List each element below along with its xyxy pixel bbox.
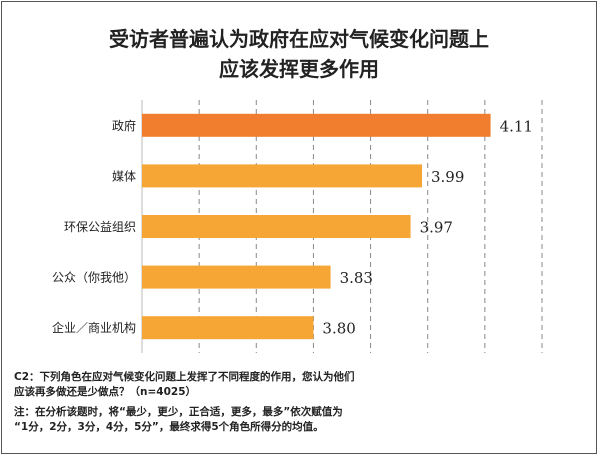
category-label-2: 媒体 <box>112 169 136 183</box>
method-footnote: 注：在分析该题时，将“最少，更少，正合适，更多，最多”依次赋值为 “1分，2分，… <box>14 405 343 435</box>
category-label-3: 环保公益组织 <box>64 220 136 234</box>
value-label-2: 3.99 <box>431 168 464 186</box>
category-label-1: 政府 <box>112 118 136 133</box>
question-footnote: C2：下列角色在应对气候变化问题上发挥了不同程度的作用，您认为他们 应该再多做还… <box>14 370 355 400</box>
bar-1 <box>142 113 491 137</box>
value-label-5: 3.80 <box>322 320 355 338</box>
bar-2 <box>142 164 422 188</box>
bar-5 <box>142 316 314 340</box>
method-line-1: 注：在分析该题时，将“最少，更少，正合适，更多，最多”依次赋值为 <box>14 406 343 418</box>
value-label-1: 4.11 <box>500 117 533 135</box>
bar-4 <box>142 265 331 289</box>
chart-title-line1: 受访者普遍认为政府在应对气候变化问题上 <box>109 27 489 51</box>
method-line-2: “1分，2分，3分，4分，5分”，最终求得5个角色所得分的均值。 <box>14 421 324 433</box>
value-label-4: 3.83 <box>340 269 373 287</box>
question-line-2: 应该再多做还是少做点？（n=4025） <box>14 386 196 398</box>
chart-title-line2: 应该发挥更多作用 <box>219 57 379 81</box>
bar-3 <box>142 215 411 238</box>
category-label-4: 公众（你我他） <box>52 271 136 285</box>
question-line-1: C2：下列角色在应对气候变化问题上发挥了不同程度的作用，您认为他们 <box>14 371 355 383</box>
category-label-5: 企业／商业机构 <box>52 320 136 335</box>
value-label-3: 3.97 <box>420 219 453 237</box>
